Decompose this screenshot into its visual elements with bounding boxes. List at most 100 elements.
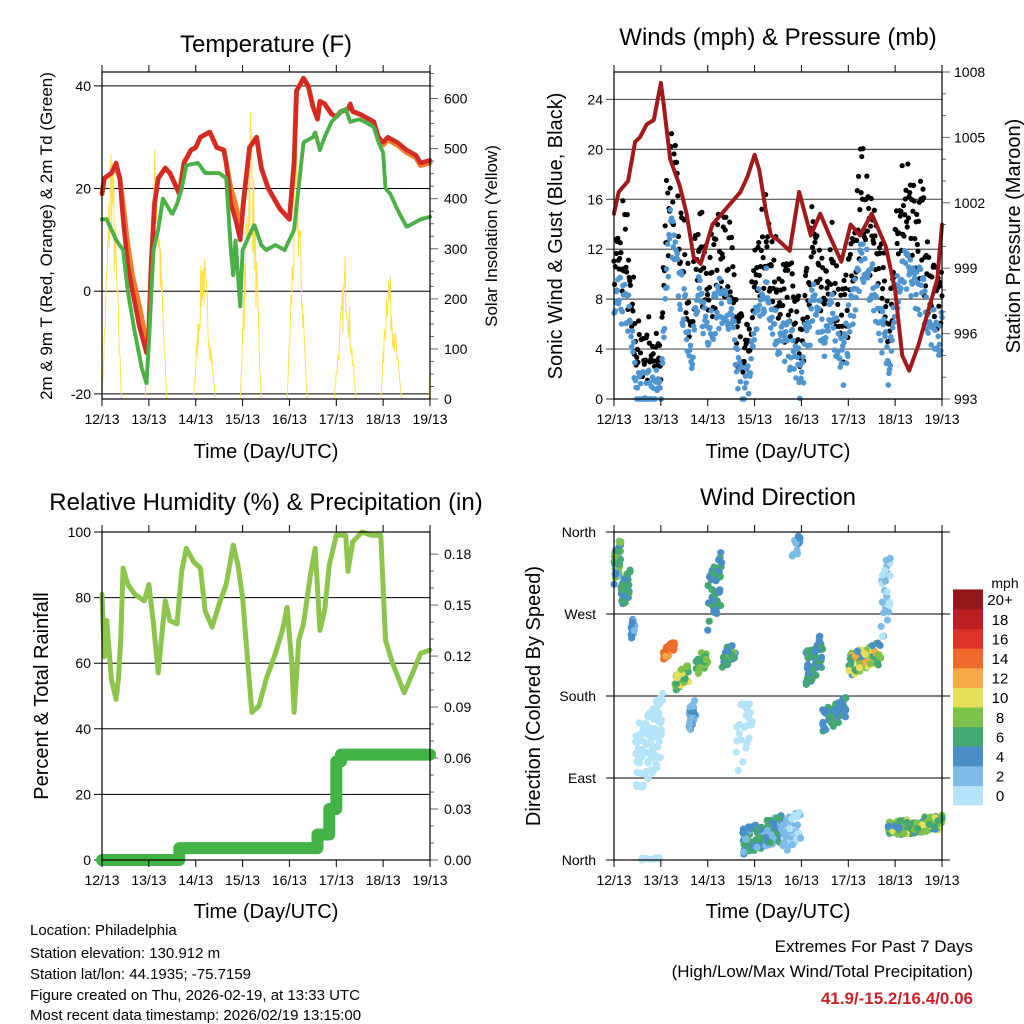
wind-point [909,281,916,287]
wind-direction-point [722,661,730,669]
wind-point [763,265,770,271]
colorbar-label: 18 [992,612,1009,629]
wind-direction-point [638,783,646,791]
gust-point [650,351,656,357]
gust-point [816,262,822,268]
wind-direction-point [880,608,888,617]
y-tick-label: 0 [595,391,603,407]
wind-point [767,325,774,331]
wind-direction-point [747,823,756,831]
gust-point [630,308,636,314]
gust-point [693,266,699,272]
gust-point [924,239,931,245]
wind-point [683,336,690,343]
gust-point [695,231,701,238]
wind-point [806,324,813,330]
gust-point [777,311,783,318]
gust-point [832,280,838,287]
wind-direction-point [715,588,723,596]
gust-point [817,276,823,282]
wind-point [876,330,882,337]
wind-direction-point [710,608,718,616]
gust-point [733,297,739,303]
wind-direction-point [621,599,629,607]
wind-direction-point [793,546,801,554]
wind-direction-point [636,754,644,762]
y-tick-label: North [562,524,596,540]
wind-point [725,326,732,332]
wind-point [935,333,942,340]
gust-point [729,245,735,251]
wind-direction-point [623,570,631,578]
wind-point [731,318,737,325]
wind-point [903,286,910,292]
wind-direction-point [635,719,643,727]
colorbar-label: 16 [992,631,1009,648]
wind-point [891,319,897,326]
wind-direction-point [732,748,740,756]
gust-point [819,255,825,261]
wind-point [718,300,725,307]
wind-direction-point [819,718,827,727]
wind-point [662,295,668,302]
gust-point [627,282,634,288]
gust-point [683,310,689,316]
gust-point [612,281,618,287]
wind-point [743,380,749,386]
wind-point [735,354,742,361]
wind-point [791,366,797,372]
colorbar-bin [953,726,983,747]
wind-point [937,347,944,354]
wind-point [809,287,815,293]
wind-point [922,288,928,294]
wind-point [664,284,670,291]
gust-point [871,240,877,246]
wind-point [925,330,931,336]
wind-point [755,307,761,314]
gust-point [876,265,882,272]
gust-point [713,236,719,242]
gust-point [752,279,759,286]
wind-direction-point [745,734,753,742]
gust-point [744,322,750,328]
wind-point [736,359,743,366]
wind-point [712,293,719,300]
wind-point [737,378,744,385]
wind-point [691,326,698,333]
wind-direction-point [662,652,670,660]
wind-point [685,328,692,335]
gust-point [711,241,717,248]
wind-direction-point [827,719,836,727]
x-tick-label: 15/13 [225,411,260,427]
wind-direction-point [712,577,720,585]
right-tick-label: 993 [954,391,978,407]
wind-direction-point [787,815,796,823]
wind-point [890,304,897,311]
wind-point [815,306,822,312]
gust-point [646,314,652,320]
gust-point [799,326,805,333]
wind-point [632,359,638,366]
wind-point [783,329,789,335]
wind-point [917,266,924,273]
gust-point [789,271,795,277]
wind-point [800,354,806,360]
gust-point [835,286,841,292]
wind-direction-point [840,708,848,716]
winds-panel: Winds (mph) & Pressure (mb) Sonic Wind &… [545,24,1024,463]
wind-point [810,281,817,288]
wind-direction-y-label: Direction (Colored By Speed) [523,566,545,826]
wind-direction-point [882,556,890,564]
right-tick-label: 0.12 [444,648,471,664]
gust-point [769,239,775,245]
wind-point [628,333,634,340]
wind-direction-point [632,738,640,746]
y-tick-label: 12 [587,241,603,257]
colorbar-bin [953,589,983,610]
gust-point [760,255,766,261]
wind-point [750,330,757,337]
x-tick-label: 17/13 [319,411,354,427]
gust-point [615,235,621,241]
gust-point [827,247,833,253]
gust-point [898,208,904,214]
